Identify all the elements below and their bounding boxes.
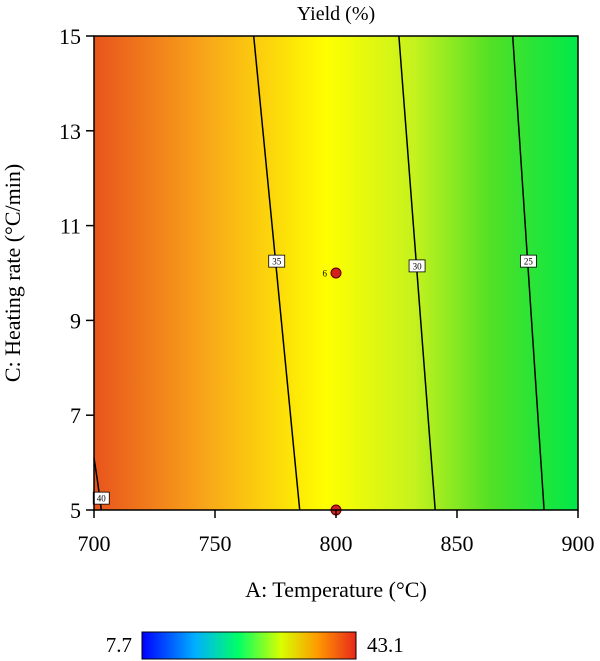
y-tick-label: 13 [59,119,81,144]
x-tick-label: 800 [320,531,353,556]
contour-label-box-35 [268,254,286,268]
x-axis-ticks: 700 750 800 850 900 [78,510,595,556]
contour-label-box-25 [519,254,537,268]
y-tick-label: 15 [59,24,81,49]
y-tick-label: 7 [70,403,81,428]
colorbar-max-label: 43.1 [367,633,404,657]
contour-label-40: 40 [97,494,107,504]
y-axis-label: C: Heating rate (°C/min) [0,164,25,382]
chart-title: Yield (%) [297,3,375,25]
contour-label-box-30 [408,259,426,273]
contour-label-35: 35 [272,257,282,267]
colorbar-min-label: 7.7 [106,633,132,657]
x-tick-label: 900 [562,531,595,556]
contour-line-35 [252,35,301,511]
contour-line-30 [398,35,436,511]
x-tick-label: 750 [199,531,232,556]
colorbar [141,631,357,660]
design-points: 6 [323,267,342,516]
x-axis-label: A: Temperature (°C) [245,577,427,602]
design-point [330,267,342,279]
contour-label-30: 30 [413,261,423,271]
contour-line-25 [511,35,545,511]
y-tick-label: 11 [60,214,81,239]
y-axis-ticks: 5 7 9 11 13 15 [59,24,94,523]
x-tick-label: 700 [78,531,111,556]
y-tick-label: 9 [70,308,81,333]
contour-label-25: 25 [524,257,534,267]
x-tick-label: 850 [441,531,474,556]
y-tick-label: 5 [70,498,81,523]
design-point-count-label: 6 [323,269,328,279]
contour-lines: 40 35 30 25 [92,35,545,511]
